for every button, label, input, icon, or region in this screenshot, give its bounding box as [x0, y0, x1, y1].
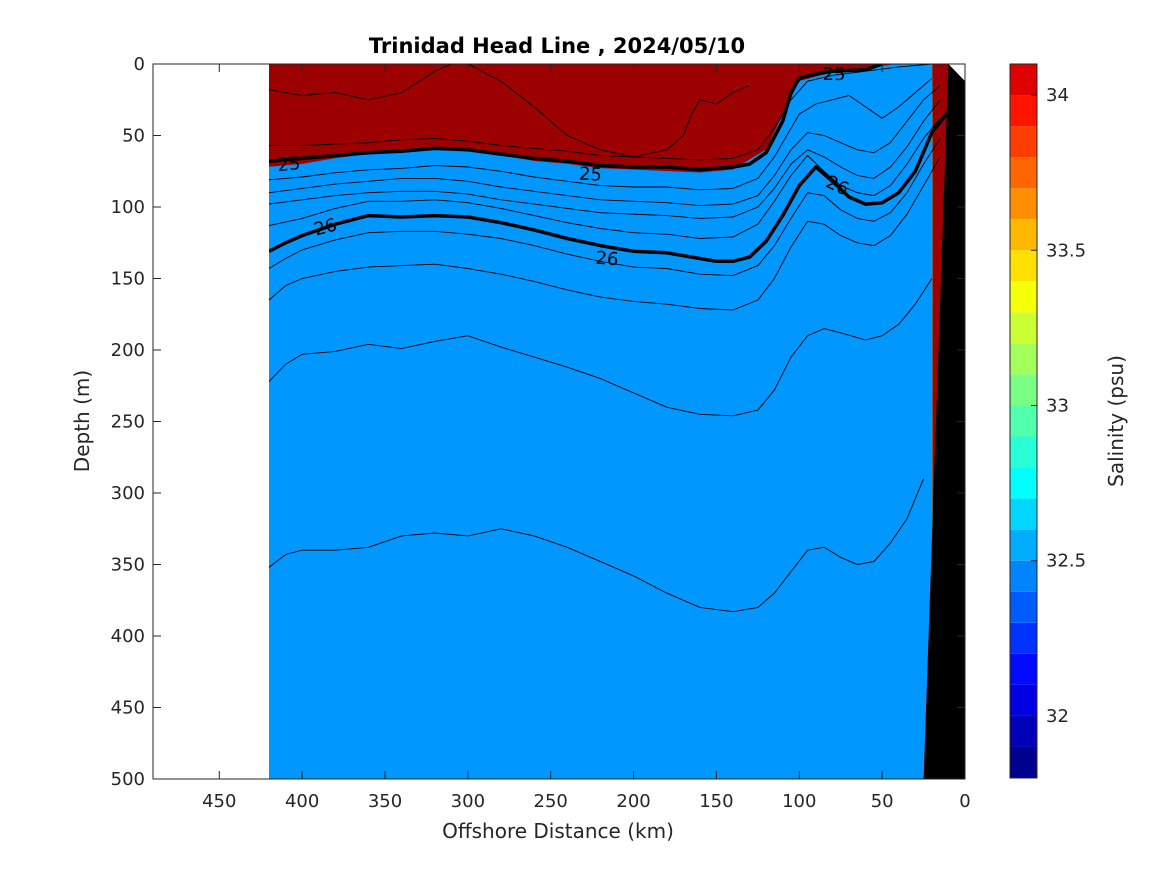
- y-axis: 0 50 100 150 200 250 300 350 400 450 500: [111, 54, 965, 790]
- chart-title: Trinidad Head Line , 2024/05/10: [369, 34, 745, 58]
- density-contour-6: [268, 118, 941, 239]
- x-axis-title: Offshore Distance (km): [442, 819, 674, 843]
- colorbar-tick-label-1: 32.5: [1046, 551, 1086, 572]
- colorbar-level-5: [1010, 591, 1037, 623]
- x-tick-label-0: 450: [202, 791, 236, 812]
- y-tick-label-8: 400: [111, 626, 145, 647]
- y-tick-label-7: 350: [111, 555, 145, 576]
- colorbar-level-7: [1010, 529, 1037, 561]
- colorbar-level-11: [1010, 405, 1037, 437]
- y-axis-title: Depth (m): [70, 370, 94, 472]
- colorbar-level-1: [1010, 715, 1037, 747]
- x-tick-label-8: 50: [871, 791, 894, 812]
- isopycnal-25-line: [268, 64, 883, 172]
- colorbar-tick-label-2: 33: [1046, 395, 1069, 416]
- y-tick-label-3: 150: [111, 269, 145, 290]
- colorbar-level-17: [1010, 219, 1037, 251]
- colorbar-tick-label-0: 32: [1046, 706, 1069, 727]
- density-contour-9: [268, 278, 933, 417]
- density-contour-1: [467, 64, 750, 158]
- colorbar-level-10: [1010, 436, 1037, 468]
- bathymetry-surface-gap: [948, 64, 965, 82]
- salinity-fill-layer: [268, 64, 965, 779]
- y-tick-label-2: 100: [111, 197, 145, 218]
- y-tick-label-0: 0: [134, 54, 145, 75]
- x-tick-label-3: 300: [451, 791, 485, 812]
- colorbar-level-0: [1010, 746, 1037, 778]
- x-tick-label-6: 150: [699, 791, 733, 812]
- colorbar-level-4: [1010, 622, 1037, 654]
- density-contour-8: [268, 156, 941, 311]
- colorbar-ticks: 32 32.5 33 33.5 34: [1031, 85, 1086, 727]
- density-contour-3: [268, 77, 933, 191]
- colorbar-level-20: [1010, 126, 1037, 158]
- colorbar-label: Salinity (psu): [1104, 355, 1128, 487]
- y-tick-label-1: 50: [122, 126, 145, 147]
- no-data-region: [153, 64, 269, 779]
- colorbar-level-15: [1010, 281, 1037, 313]
- contour-label-4: 26: [595, 248, 620, 271]
- density-contour-0: [268, 64, 452, 101]
- y-tick-label-5: 250: [111, 412, 145, 433]
- y-tick-label-4: 200: [111, 340, 145, 361]
- y-tick-label-6: 300: [111, 483, 145, 504]
- colorbar-level-19: [1010, 157, 1037, 189]
- colorbar-tick-label-3: 33.5: [1046, 240, 1086, 261]
- colorbar-tick-label-4: 34: [1046, 85, 1069, 106]
- colorbar-level-6: [1010, 560, 1037, 592]
- x-tick-label-2: 350: [368, 791, 402, 812]
- colorbar-level-14: [1010, 312, 1037, 344]
- colorbar-level-16: [1010, 250, 1037, 282]
- colorbar-frame: [1009, 63, 1038, 779]
- bathymetry-fill: [923, 64, 965, 779]
- colorbar-level-12: [1010, 374, 1037, 406]
- x-tick-label-7: 100: [782, 791, 816, 812]
- x-tick-label-9: 0: [959, 791, 970, 812]
- colorbar-level-21: [1010, 95, 1037, 127]
- contour-label-1: 25: [578, 164, 602, 186]
- isopycnal-26-line: [268, 110, 950, 264]
- x-axis: 450 400 350 300 250 200 150 100 50 0: [202, 64, 971, 812]
- colorbar-level-18: [1010, 188, 1037, 220]
- bathymetry-layer: [153, 64, 965, 779]
- colorbar-level-22: [1010, 64, 1037, 96]
- colorbar-level-2: [1010, 684, 1037, 716]
- density-contour-2: [269, 64, 932, 161]
- density-contour-10: [268, 478, 925, 613]
- colorbar-level-8: [1010, 498, 1037, 530]
- contour-label-0: 25: [277, 153, 302, 176]
- x-tick-label-4: 250: [534, 791, 568, 812]
- density-contour-4: [268, 85, 941, 207]
- contour-label-2: 25: [823, 64, 846, 85]
- colorbar-level-9: [1010, 467, 1037, 499]
- colorbar: [1010, 64, 1037, 778]
- colorbar-level-3: [1010, 653, 1037, 685]
- colorbar-level-13: [1010, 343, 1037, 375]
- y-tick-label-10: 500: [111, 769, 145, 790]
- density-contour-layer: [268, 64, 941, 613]
- x-tick-label-1: 400: [285, 791, 319, 812]
- isopycnal-contour-layer: [268, 64, 950, 264]
- density-contour-5: [268, 99, 941, 219]
- x-tick-label-5: 200: [616, 791, 650, 812]
- density-contour-7: [268, 138, 941, 277]
- y-tick-label-9: 450: [111, 698, 145, 719]
